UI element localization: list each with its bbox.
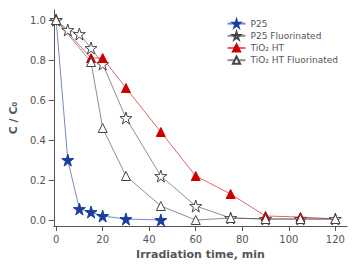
svg-text:60: 60 [189,234,202,245]
svg-text:0: 0 [53,234,59,245]
svg-text:40: 40 [143,234,156,245]
svg-text:20: 20 [96,234,109,245]
svg-text:P25: P25 [251,19,268,29]
svg-text:1.0: 1.0 [30,15,46,26]
svg-text:Irradiation time, min: Irradiation time, min [136,248,265,261]
svg-text:TiO₂ HT Fluorinated: TiO₂ HT Fluorinated [250,55,339,65]
svg-text:P25 Fluorinated: P25 Fluorinated [251,31,322,41]
svg-text:0.4: 0.4 [30,135,46,146]
svg-text:0.0: 0.0 [30,215,46,226]
svg-text:0.2: 0.2 [30,175,46,186]
svg-text:100: 100 [279,234,298,245]
svg-text:C / C₀: C / C₀ [7,101,20,134]
svg-text:120: 120 [326,234,345,245]
svg-text:80: 80 [236,234,249,245]
svg-text:0.8: 0.8 [30,55,46,66]
svg-text:0.6: 0.6 [30,95,46,106]
svg-text:TiO₂ HT: TiO₂ HT [250,43,285,53]
